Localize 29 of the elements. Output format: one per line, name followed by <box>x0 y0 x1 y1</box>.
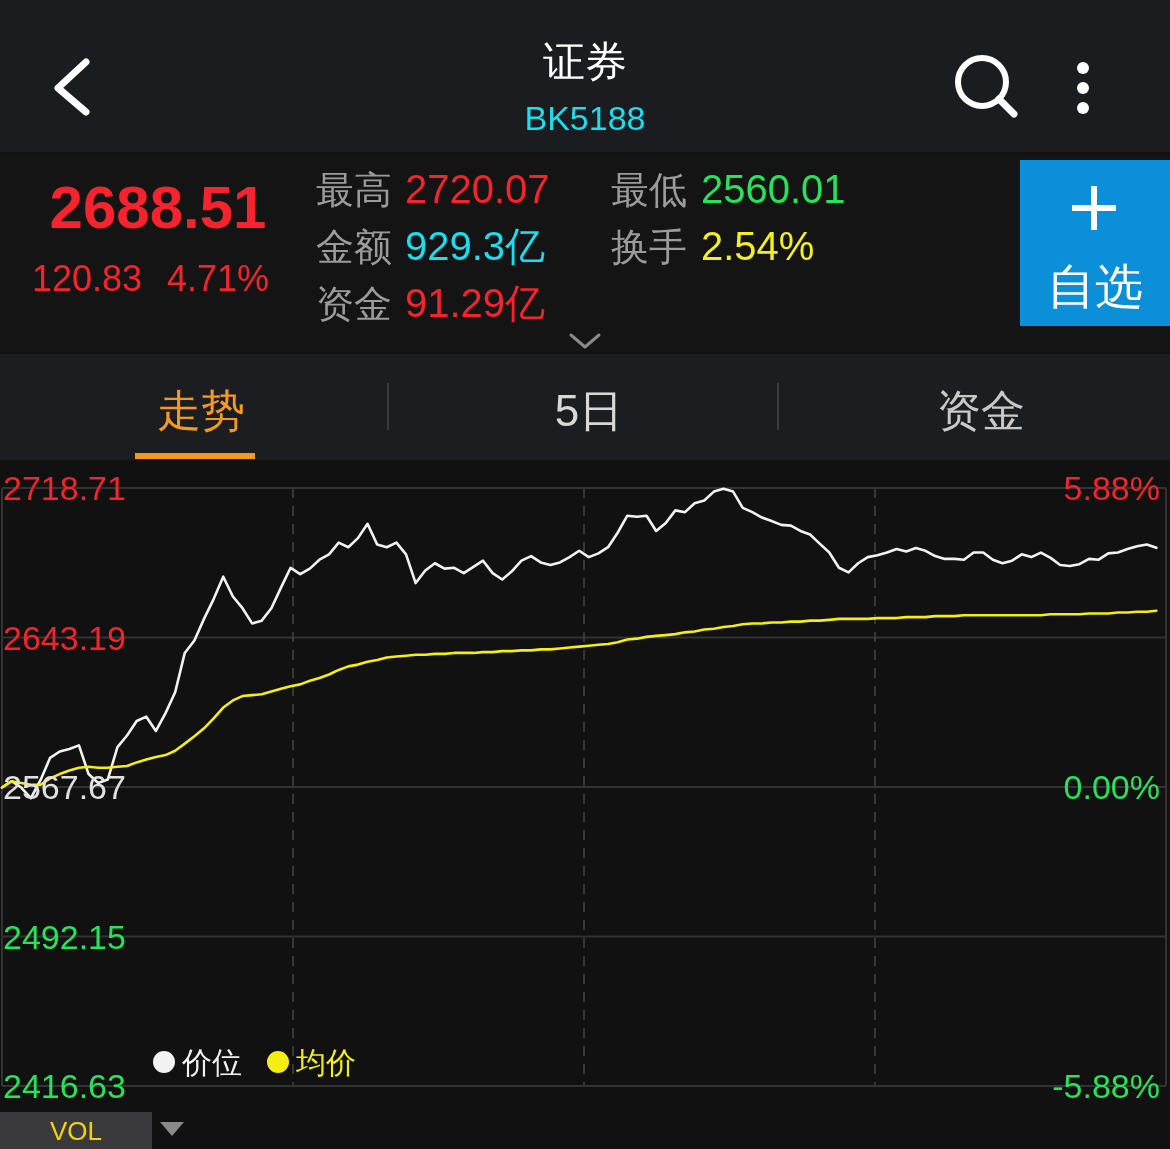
text: 91.29亿 <box>405 281 546 325</box>
text: 金额 <box>316 226 392 268</box>
text: 4.71% <box>167 258 270 299</box>
text: 换手 <box>611 226 687 268</box>
text: 2720.07 <box>405 167 550 211</box>
y-tick-label: 2643.19 <box>3 618 126 657</box>
text: VOL <box>49 1116 103 1146</box>
text: 2560.01 <box>701 167 846 211</box>
text: 走势 <box>157 386 245 435</box>
text: 资金 <box>937 386 1025 435</box>
y-tick-label: 2718.71 <box>3 469 126 507</box>
text: 自选 <box>1047 260 1143 313</box>
text: 最低 <box>611 169 687 211</box>
text: 2.54% <box>701 224 815 268</box>
text: 120.83 <box>32 258 143 299</box>
text: 5日 <box>554 386 624 435</box>
y2-tick-label: -5.88% <box>1052 1067 1160 1105</box>
y2-tick-label: 5.88% <box>1063 469 1160 507</box>
text: 资金 <box>316 283 392 325</box>
chart-title: 证券 <box>543 38 627 85</box>
y2-tick-label: 0.00% <box>1063 768 1160 806</box>
y-tick-label: 2416.63 <box>3 1067 126 1105</box>
legend-label: 价位 <box>181 1045 242 1079</box>
text: 2688.51 <box>49 174 267 241</box>
text: 最高 <box>316 169 392 211</box>
chart-subtitle: BK5188 <box>524 99 646 137</box>
text: 929.3亿 <box>405 224 546 268</box>
legend-label: 均价 <box>295 1045 356 1079</box>
y-tick-label: 2492.15 <box>3 917 126 956</box>
